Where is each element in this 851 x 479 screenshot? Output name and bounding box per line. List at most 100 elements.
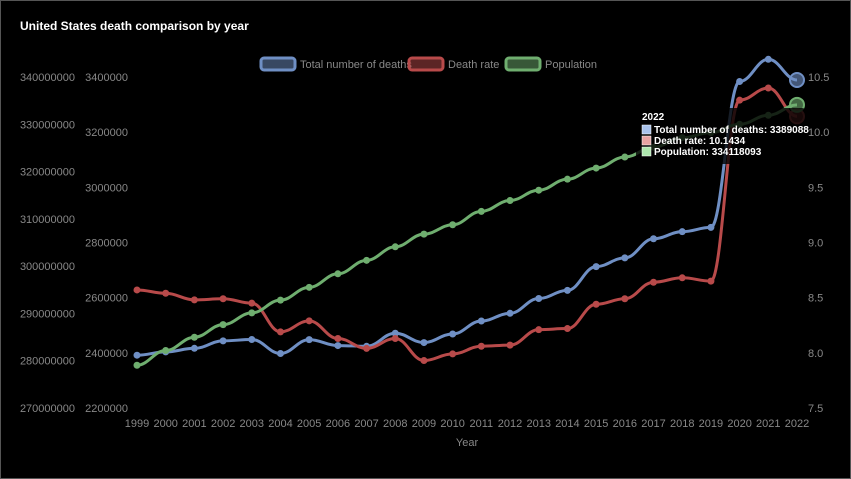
data-point[interactable] — [363, 256, 371, 264]
data-point[interactable] — [334, 342, 342, 350]
data-point[interactable] — [535, 326, 543, 334]
y-tick-deaths: 3200000 — [85, 127, 128, 139]
data-point[interactable] — [133, 351, 141, 359]
data-point[interactable] — [764, 55, 772, 63]
data-point[interactable] — [563, 286, 571, 294]
data-point[interactable] — [592, 263, 600, 271]
y-tick-deaths: 3000000 — [85, 182, 128, 194]
x-tick-label: 1999 — [125, 418, 149, 430]
x-tick-label: 2010 — [440, 418, 464, 430]
data-point[interactable] — [621, 254, 629, 262]
data-point[interactable] — [621, 295, 629, 303]
data-point[interactable] — [334, 270, 342, 278]
series-layer — [133, 55, 805, 369]
y-tick-deaths: 2400000 — [85, 348, 128, 360]
data-point[interactable] — [650, 278, 658, 286]
data-point[interactable] — [764, 84, 772, 92]
data-point[interactable] — [621, 153, 629, 161]
data-point[interactable] — [133, 286, 141, 294]
data-point[interactable] — [563, 175, 571, 183]
data-point[interactable] — [248, 299, 256, 307]
data-point[interactable] — [190, 333, 198, 341]
data-point[interactable] — [592, 164, 600, 172]
data-point[interactable] — [219, 337, 227, 345]
legend-label: Population — [545, 59, 597, 71]
data-point[interactable] — [736, 77, 744, 85]
x-tick-label: 2009 — [412, 418, 436, 430]
y-tick-rate: 10.5 — [808, 72, 829, 84]
data-point[interactable] — [276, 349, 284, 357]
data-point[interactable] — [506, 197, 514, 205]
legend-item[interactable]: Total number of deaths — [259, 56, 412, 72]
y-tick-population: 330000000 — [20, 119, 75, 131]
data-point[interactable] — [707, 223, 715, 231]
x-axis-label: Year — [456, 437, 479, 449]
x-tick-label: 2019 — [699, 418, 723, 430]
data-point[interactable] — [190, 296, 198, 304]
data-point[interactable] — [219, 295, 227, 303]
data-point[interactable] — [420, 339, 428, 347]
data-point[interactable] — [305, 336, 313, 344]
data-point[interactable] — [162, 347, 170, 355]
x-tick-label: 2000 — [153, 418, 177, 430]
data-point[interactable] — [506, 341, 514, 349]
data-point[interactable] — [391, 334, 399, 342]
x-tick-label: 2001 — [182, 418, 206, 430]
legend-item[interactable]: Death rate — [407, 56, 499, 72]
data-point[interactable] — [391, 243, 399, 251]
y-tick-population: 310000000 — [20, 214, 75, 226]
data-point[interactable] — [391, 329, 399, 337]
data-point[interactable] — [563, 325, 571, 333]
x-tick-label: 2022 — [785, 418, 809, 430]
data-point[interactable] — [363, 344, 371, 352]
data-point[interactable] — [133, 361, 141, 369]
data-point[interactable] — [219, 321, 227, 329]
tooltip-line: Population: 334118093 — [654, 147, 762, 158]
y-tick-rate: 10.0 — [808, 127, 829, 139]
y-tick-rate: 8.0 — [808, 348, 823, 360]
data-point[interactable] — [449, 350, 457, 358]
legend-label: Total number of deaths — [300, 59, 412, 71]
legend: Total number of deaths Death rate Populati… — [259, 56, 597, 72]
data-point[interactable] — [650, 235, 658, 243]
data-point[interactable] — [707, 277, 715, 285]
data-point[interactable] — [305, 317, 313, 325]
data-point[interactable] — [592, 300, 600, 308]
data-point[interactable] — [736, 96, 744, 104]
data-point[interactable] — [276, 296, 284, 304]
data-point[interactable] — [678, 228, 686, 236]
data-point[interactable] — [248, 336, 256, 344]
data-point[interactable] — [477, 342, 485, 350]
data-point[interactable] — [789, 72, 805, 89]
x-tick-label: 2007 — [354, 418, 378, 430]
legend-item[interactable]: Population — [504, 56, 597, 72]
x-tick-label: 2003 — [240, 418, 264, 430]
x-tick-label: 2016 — [613, 418, 637, 430]
legend-swatch — [259, 56, 297, 72]
data-point[interactable] — [420, 230, 428, 238]
data-point[interactable] — [535, 295, 543, 303]
y-tick-population: 300000000 — [20, 261, 75, 273]
data-point[interactable] — [248, 309, 256, 317]
legend-swatch — [407, 56, 445, 72]
data-point[interactable] — [535, 186, 543, 194]
data-point[interactable] — [449, 330, 457, 338]
tooltip-swatch — [641, 135, 652, 146]
tooltip-line: Death rate: 10.1434 — [654, 136, 746, 147]
x-tick-label: 2021 — [756, 418, 780, 430]
data-point[interactable] — [477, 207, 485, 215]
data-point[interactable] — [334, 334, 342, 342]
data-point[interactable] — [506, 309, 514, 317]
data-point[interactable] — [678, 274, 686, 282]
data-point[interactable] — [449, 221, 457, 229]
series-line — [136, 57, 798, 357]
data-point[interactable] — [276, 328, 284, 336]
data-point[interactable] — [162, 289, 170, 297]
x-tick-label: 2020 — [727, 418, 751, 430]
data-point[interactable] — [305, 283, 313, 291]
y-tick-rate: 9.5 — [808, 182, 823, 194]
data-point[interactable] — [477, 317, 485, 325]
data-point[interactable] — [190, 344, 198, 352]
data-point[interactable] — [420, 357, 428, 365]
